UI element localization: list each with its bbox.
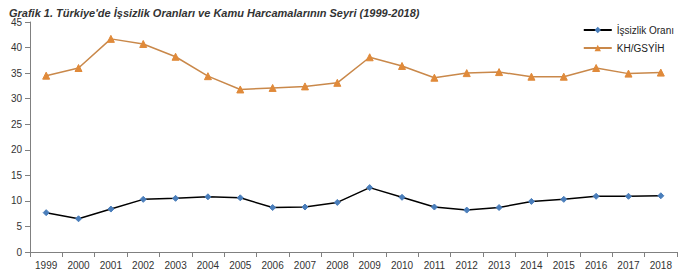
- svg-text:2012: 2012: [456, 260, 479, 271]
- svg-text:30: 30: [11, 93, 23, 104]
- svg-text:45: 45: [10, 16, 22, 28]
- svg-text:2000: 2000: [67, 260, 90, 271]
- svg-text:2003: 2003: [164, 260, 187, 271]
- svg-text:İşsizlik Oranı: İşsizlik Oranı: [617, 24, 674, 36]
- svg-text:2018: 2018: [650, 260, 673, 271]
- svg-text:1999: 1999: [35, 260, 58, 271]
- svg-text:40: 40: [11, 42, 23, 53]
- svg-text:35: 35: [11, 68, 23, 79]
- svg-text:2013: 2013: [488, 260, 511, 271]
- svg-text:2009: 2009: [359, 260, 382, 271]
- svg-text:KH/GSYİH: KH/GSYİH: [617, 42, 665, 54]
- svg-text:25: 25: [11, 119, 23, 130]
- svg-text:2005: 2005: [229, 260, 252, 271]
- svg-text:2011: 2011: [424, 260, 446, 271]
- svg-text:20: 20: [11, 144, 23, 155]
- svg-text:2016: 2016: [585, 260, 608, 271]
- svg-text:15: 15: [11, 170, 23, 181]
- svg-text:2017: 2017: [617, 260, 640, 271]
- svg-text:2006: 2006: [262, 260, 285, 271]
- svg-text:0: 0: [16, 247, 22, 258]
- svg-text:10: 10: [11, 195, 23, 206]
- svg-text:2008: 2008: [326, 260, 349, 271]
- svg-text:5: 5: [16, 221, 22, 232]
- svg-text:2002: 2002: [132, 260, 155, 271]
- svg-text:2007: 2007: [294, 260, 317, 271]
- svg-text:2015: 2015: [553, 260, 576, 271]
- svg-text:2010: 2010: [391, 260, 414, 271]
- svg-text:Grafik 1. Türkiye'de İşsizlik: Grafik 1. Türkiye'de İşsizlik Oranları v…: [9, 7, 420, 19]
- svg-text:2001: 2001: [100, 260, 123, 271]
- svg-text:2014: 2014: [520, 260, 543, 271]
- svg-text:2004: 2004: [197, 260, 220, 271]
